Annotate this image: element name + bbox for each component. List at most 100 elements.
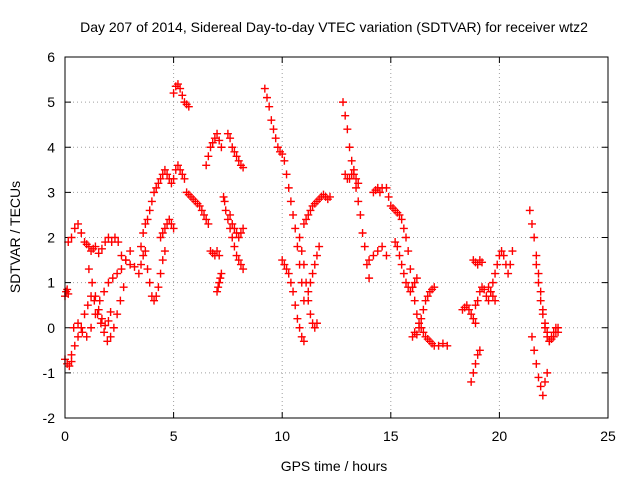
data-point — [438, 339, 447, 348]
data-point — [106, 307, 115, 316]
data-point — [197, 206, 206, 215]
data-point — [223, 129, 232, 138]
data-point — [551, 323, 560, 332]
data-point — [410, 278, 419, 287]
data-point — [163, 170, 172, 179]
data-point — [158, 256, 167, 265]
data-point — [358, 228, 367, 237]
data-point — [393, 242, 402, 251]
data-point — [493, 260, 502, 269]
data-point — [156, 233, 165, 242]
data-points — [61, 80, 563, 400]
data-point — [304, 210, 313, 219]
data-point — [286, 197, 295, 206]
data-point — [91, 242, 100, 251]
y-tick-label: 4 — [47, 139, 55, 155]
data-point — [239, 163, 248, 172]
data-point — [154, 179, 163, 188]
data-point — [176, 84, 185, 93]
data-point — [406, 265, 415, 274]
data-point — [534, 373, 543, 382]
series-s11 — [182, 188, 213, 228]
chart-title: Day 207 of 2014, Sidereal Day-to-day VTE… — [80, 19, 588, 35]
data-point — [415, 323, 424, 332]
data-point — [382, 251, 391, 260]
data-point — [226, 134, 235, 143]
data-point — [464, 305, 473, 314]
data-point — [74, 319, 83, 328]
data-point — [536, 296, 545, 305]
data-point — [312, 251, 321, 260]
series-s18 — [260, 84, 308, 305]
data-point — [360, 242, 369, 251]
data-point — [467, 377, 476, 386]
data-point — [469, 368, 478, 377]
data-point — [130, 262, 139, 271]
data-point — [282, 170, 291, 179]
data-point — [382, 183, 391, 192]
data-point — [271, 134, 280, 143]
series-s1 — [61, 285, 73, 301]
data-point — [232, 251, 241, 260]
series-s6 — [84, 265, 115, 330]
data-point — [94, 305, 103, 314]
data-point — [184, 102, 193, 111]
data-point — [169, 224, 178, 233]
data-point — [67, 357, 76, 366]
plot-frame — [64, 56, 609, 419]
data-point — [154, 283, 163, 292]
data-point — [206, 143, 215, 152]
data-point — [169, 174, 178, 183]
data-point — [100, 287, 109, 296]
data-point — [230, 242, 239, 251]
data-point — [150, 188, 159, 197]
series-s13 — [206, 247, 224, 260]
data-point — [369, 251, 378, 260]
series-s37 — [532, 260, 563, 346]
data-point — [69, 323, 78, 332]
data-point — [269, 125, 278, 134]
data-point — [486, 287, 495, 296]
data-point — [141, 219, 150, 228]
x-tick-label: 5 — [170, 428, 178, 444]
data-point — [308, 269, 317, 278]
data-point — [109, 323, 118, 332]
data-point — [475, 346, 484, 355]
data-point — [67, 350, 76, 359]
data-point — [506, 260, 515, 269]
data-point — [83, 301, 92, 310]
data-point — [343, 125, 352, 134]
data-point — [312, 319, 321, 328]
data-point — [375, 188, 384, 197]
data-point — [306, 310, 315, 319]
data-point — [354, 179, 363, 188]
data-point — [362, 260, 371, 269]
data-point — [419, 328, 428, 337]
data-point — [117, 265, 126, 274]
data-point — [113, 310, 122, 319]
data-point — [525, 206, 534, 215]
data-point — [412, 310, 421, 319]
data-point — [219, 192, 228, 201]
data-point — [295, 323, 304, 332]
data-point — [78, 328, 87, 337]
data-point — [293, 242, 302, 251]
data-point — [478, 258, 487, 267]
data-point — [94, 249, 103, 258]
data-point — [95, 296, 104, 305]
data-point — [280, 260, 289, 269]
data-point — [538, 310, 547, 319]
series-s3 — [64, 219, 139, 271]
series-s34 — [484, 283, 500, 305]
x-axis-label: GPS time / hours — [281, 458, 388, 474]
data-point — [471, 359, 480, 368]
data-point — [143, 215, 152, 224]
data-point — [230, 224, 239, 233]
data-point — [541, 377, 550, 386]
y-tick-label: -2 — [43, 410, 56, 426]
data-point — [538, 391, 547, 400]
data-point — [116, 296, 125, 305]
data-point — [399, 269, 408, 278]
data-point — [230, 147, 239, 156]
